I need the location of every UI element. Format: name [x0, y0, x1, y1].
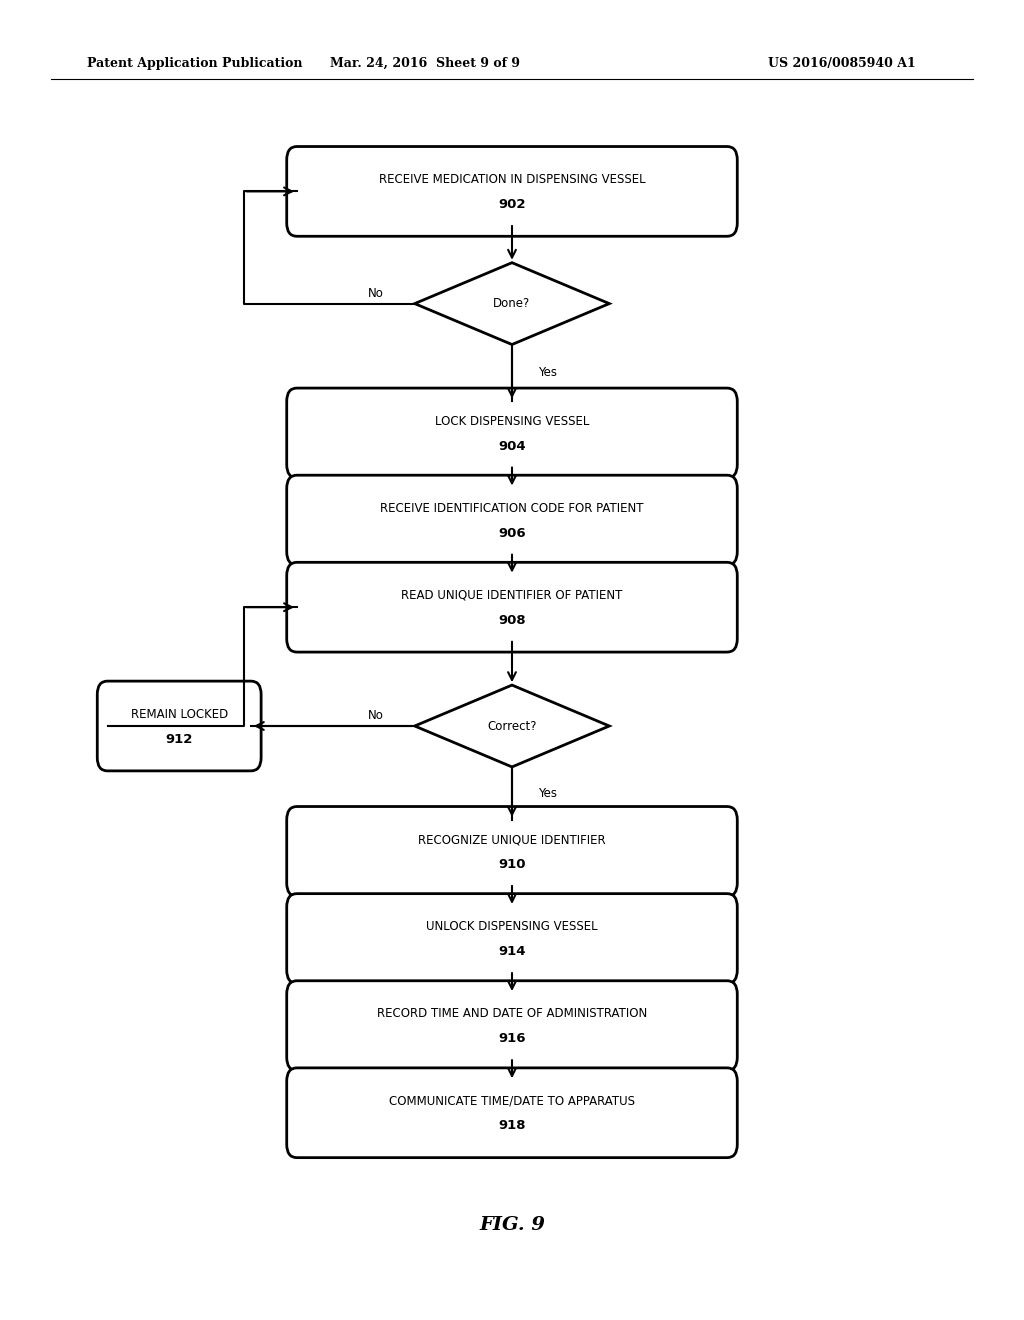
FancyBboxPatch shape	[287, 562, 737, 652]
Text: RECEIVE IDENTIFICATION CODE FOR PATIENT: RECEIVE IDENTIFICATION CODE FOR PATIENT	[380, 502, 644, 515]
Text: LOCK DISPENSING VESSEL: LOCK DISPENSING VESSEL	[435, 414, 589, 428]
Text: RECORD TIME AND DATE OF ADMINISTRATION: RECORD TIME AND DATE OF ADMINISTRATION	[377, 1007, 647, 1020]
Text: No: No	[368, 709, 384, 722]
Text: 918: 918	[499, 1119, 525, 1133]
FancyBboxPatch shape	[287, 475, 737, 565]
Text: 904: 904	[499, 440, 525, 453]
Text: Yes: Yes	[538, 787, 557, 800]
Text: 916: 916	[499, 1032, 525, 1045]
Text: Correct?: Correct?	[487, 719, 537, 733]
FancyBboxPatch shape	[287, 894, 737, 983]
Text: FIG. 9: FIG. 9	[479, 1216, 545, 1234]
Text: COMMUNICATE TIME/DATE TO APPARATUS: COMMUNICATE TIME/DATE TO APPARATUS	[389, 1094, 635, 1107]
Text: Done?: Done?	[494, 297, 530, 310]
FancyBboxPatch shape	[287, 147, 737, 236]
Text: US 2016/0085940 A1: US 2016/0085940 A1	[768, 57, 915, 70]
Text: RECOGNIZE UNIQUE IDENTIFIER: RECOGNIZE UNIQUE IDENTIFIER	[418, 833, 606, 846]
Text: UNLOCK DISPENSING VESSEL: UNLOCK DISPENSING VESSEL	[426, 920, 598, 933]
FancyBboxPatch shape	[287, 807, 737, 896]
Text: 914: 914	[499, 945, 525, 958]
Text: Mar. 24, 2016  Sheet 9 of 9: Mar. 24, 2016 Sheet 9 of 9	[330, 57, 520, 70]
Text: 910: 910	[499, 858, 525, 871]
Text: REMAIN LOCKED: REMAIN LOCKED	[131, 708, 227, 721]
FancyBboxPatch shape	[287, 981, 737, 1071]
Polygon shape	[415, 685, 609, 767]
Text: Yes: Yes	[538, 367, 557, 379]
Text: 906: 906	[499, 527, 525, 540]
Text: 912: 912	[166, 733, 193, 746]
Text: READ UNIQUE IDENTIFIER OF PATIENT: READ UNIQUE IDENTIFIER OF PATIENT	[401, 589, 623, 602]
Text: 902: 902	[499, 198, 525, 211]
Text: RECEIVE MEDICATION IN DISPENSING VESSEL: RECEIVE MEDICATION IN DISPENSING VESSEL	[379, 173, 645, 186]
Text: No: No	[368, 286, 384, 300]
Polygon shape	[415, 263, 609, 345]
FancyBboxPatch shape	[97, 681, 261, 771]
FancyBboxPatch shape	[287, 1068, 737, 1158]
FancyBboxPatch shape	[287, 388, 737, 478]
Text: Patent Application Publication: Patent Application Publication	[87, 57, 302, 70]
Text: 908: 908	[499, 614, 525, 627]
